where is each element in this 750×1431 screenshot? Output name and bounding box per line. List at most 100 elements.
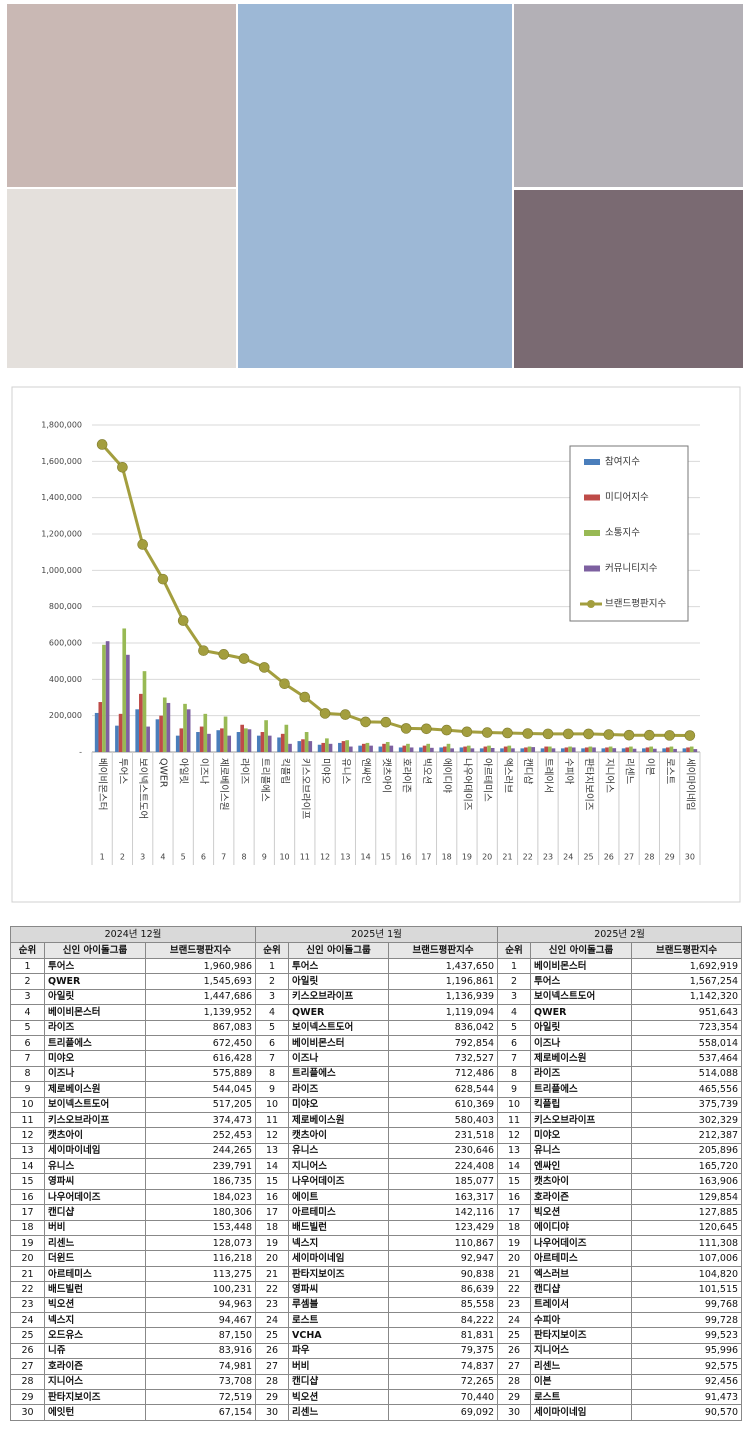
table-cell: 29 [255,1388,290,1406]
category-number: 27 [624,853,634,862]
table-cell: 20 [255,1250,290,1267]
table-cell: 1 [255,957,290,975]
table-cell: 84,222 [388,1311,499,1329]
table-cell: 153,448 [144,1219,257,1237]
bar [625,747,630,752]
table-row: 4 베이비몬스터 1,139,952 4 QWER 1,119,094 4 QWER 951,6… [10,1004,743,1021]
table-cell: 11 [497,1111,532,1129]
table-cell: 23 [10,1296,45,1313]
table-cell: 107,006 [631,1250,743,1267]
table-cell: 빅오션 [44,1296,146,1313]
bar [645,747,650,752]
bar [592,747,596,752]
x-tick-label: 나우어데이즈 [461,758,472,811]
table-cell: QWER [530,1004,633,1021]
table-row: 18 버비 153,448 18 배드빌런 123,429 18 에이디야 120,645 [10,1219,743,1237]
y-tick-label: 1,600,000 [41,457,82,466]
table-cell: 517,205 [144,1096,257,1113]
table-cell: 베이비몬스터 [288,1034,390,1052]
table-cell: 11 [10,1111,45,1129]
table-cell: 캔디샵 [530,1281,633,1298]
line-marker [441,724,452,736]
table-cell: 니쥬 [44,1342,146,1360]
bar [308,741,313,752]
bar [612,748,617,752]
table-cell: 아르테미스 [530,1250,633,1267]
table-row: 12 캣츠아이 252,453 12 캣츠아이 231,518 12 미야오 212,387 [10,1127,743,1144]
line-marker [279,678,290,690]
table-cell: 키스오브라이프 [288,988,390,1006]
category-number: 10 [279,853,289,862]
bar [244,728,248,752]
table-cell: 90,838 [388,1265,499,1283]
table-cell: 13 [10,1142,45,1160]
table-cell: 28 [10,1373,45,1390]
bar [479,748,484,752]
bar [621,748,626,752]
table-row: 26 니쥬 83,916 26 파우 79,375 26 지니어스 95,996 [10,1342,743,1360]
table-cell: 163,906 [631,1173,743,1190]
table-cell: 넥스지 [44,1311,146,1329]
x-tick-label: 지니어스 [603,758,614,793]
table-cell: 27 [10,1358,45,1375]
bar [540,748,545,752]
table-cell: 224,408 [388,1158,499,1175]
table-cell: 14 [10,1158,45,1175]
photo [238,4,512,368]
table-cell: 24 [497,1311,532,1329]
table-cell: 26 [10,1342,45,1360]
x-tick-label: 판타지보이즈 [583,758,594,811]
bar [682,748,687,752]
table-cell: 19 [10,1235,45,1252]
table-row: 2 QWER 1,545,693 2 아일릿 1,196,861 2 투어스 1,567,254 [10,973,743,990]
line-marker [238,653,250,664]
table-cell: 1,545,693 [144,973,257,990]
table-cell: 30 [10,1404,45,1421]
table-row: 27 호라이즌 74,981 27 버비 74,837 27 리센느 92,575 [10,1358,743,1375]
table-cell: 25 [497,1327,532,1344]
x-tick-label: 캣츠아이 [380,758,391,793]
table-cell: 보이넥스트도어 [530,988,633,1006]
bar [581,748,585,752]
bar [267,735,272,752]
table-cell: 에이트 [288,1188,390,1206]
bar [601,748,606,752]
table-cell: 180,306 [144,1204,257,1221]
table-cell: VCHA [288,1327,390,1344]
table-cell: 나우어데이즈 [288,1173,390,1190]
line-marker [603,729,615,740]
y-tick-label: - [79,748,82,757]
table-cell: 20 [10,1250,45,1267]
table-cell: 20 [497,1250,532,1267]
table-cell: 라이즈 [530,1065,633,1083]
bar [345,740,349,752]
bar [409,747,414,752]
line-marker [319,708,331,719]
table-cell: 375,739 [631,1096,743,1113]
table-cell: 캣츠아이 [530,1173,633,1190]
table-cell: 129,854 [631,1188,743,1206]
table-cell: 5 [255,1019,290,1036]
bar [304,732,309,752]
photo [514,190,743,368]
table-cell: 10 [10,1096,45,1113]
bar [568,746,572,752]
table-cell: 69,092 [388,1404,499,1421]
table-row: 15 영파씨 186,735 15 나우어데이즈 185,077 15 캣츠아이 163,906 [10,1173,743,1190]
table-cell: 25 [10,1327,45,1344]
line-marker [421,723,432,735]
table-cell: 9 [10,1081,45,1098]
bar [426,743,431,752]
category-number: 4 [160,853,165,862]
bar [463,746,467,752]
table-cell: 순위 [10,942,45,959]
bar [227,735,232,752]
table-cell: 19 [255,1235,290,1252]
category-number: 1 [100,853,105,862]
table-cell: 186,735 [144,1173,257,1190]
table-cell: 92,947 [388,1250,499,1267]
legend-label: 소통지수 [605,528,640,539]
bar [571,747,576,752]
table-cell: 85,558 [388,1296,499,1313]
table-cell: 22 [255,1281,290,1298]
